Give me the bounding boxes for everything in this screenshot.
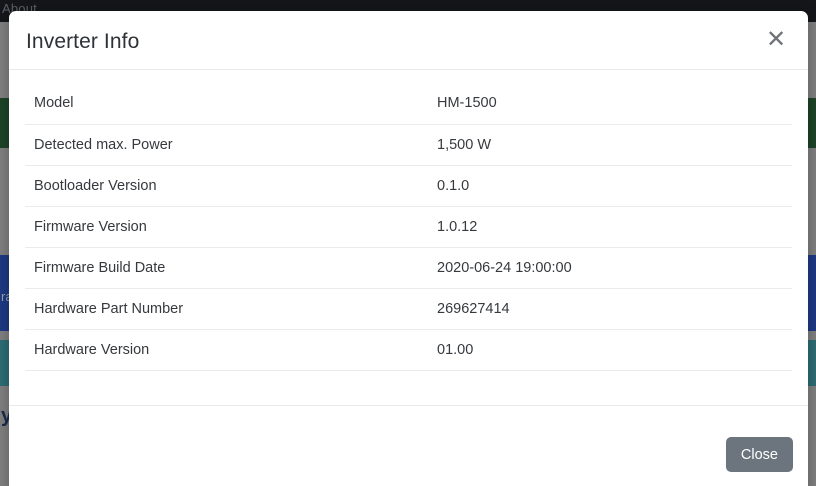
close-icon[interactable]: ✕ [760,24,792,56]
row-value: 1.0.12 [435,206,792,248]
table-row: Firmware Version 1.0.12 [25,206,792,248]
row-label: Hardware Part Number [25,288,435,330]
dialog-header: Inverter Info ✕ [9,11,808,70]
row-label: Detected max. Power [25,124,435,166]
row-label: Firmware Version [25,206,435,248]
close-button[interactable]: Close [725,437,793,472]
inverter-info-table: Model HM-1500 Detected max. Power 1,500 … [25,83,792,371]
row-value: 269627414 [435,288,792,330]
table-row: Bootloader Version 0.1.0 [25,165,792,207]
dialog-footer: Close [9,405,808,486]
table-row: Detected max. Power 1,500 W [25,124,792,166]
info-table-body: Model HM-1500 Detected max. Power 1,500 … [25,83,792,371]
row-value: 01.00 [435,329,792,371]
row-value: 1,500 W [435,124,792,166]
dialog-body: Model HM-1500 Detected max. Power 1,500 … [9,70,808,371]
table-row: Model HM-1500 [25,83,792,125]
row-label: Firmware Build Date [25,247,435,289]
row-value: 2020-06-24 19:00:00 [435,247,792,289]
table-row: Hardware Part Number 269627414 [25,288,792,330]
row-value: HM-1500 [435,83,792,125]
table-row: Firmware Build Date 2020-06-24 19:00:00 [25,247,792,289]
row-label: Bootloader Version [25,165,435,207]
table-row: Hardware Version 01.00 [25,329,792,371]
dialog-title: Inverter Info [26,30,140,53]
row-label: Hardware Version [25,329,435,371]
inverter-info-dialog: Inverter Info ✕ Model HM-1500 Detected m… [9,11,808,486]
row-label: Model [25,83,435,125]
row-value: 0.1.0 [435,165,792,207]
background-card-blue-label: ra [1,289,13,304]
background-bottom-text: y [1,405,13,427]
